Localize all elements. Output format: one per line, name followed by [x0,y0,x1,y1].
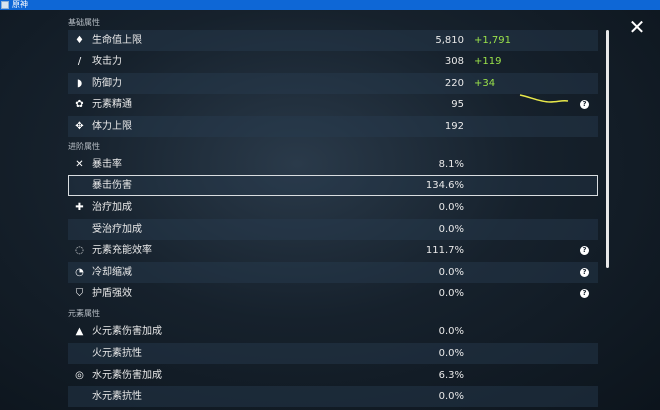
crit-rate-icon: ✕ [75,159,84,170]
window-titlebar: 原神 [0,0,660,10]
stat-row-pyro-dmg[interactable]: ▲ 火元素伤害加成 0.0% [68,321,598,342]
stat-label: 冷却缩减 [92,267,132,278]
healing-cross-icon: ✚ [75,202,84,213]
elemental-mastery-icon: ✿ [75,99,84,110]
stat-value: 0.0% [438,288,464,299]
stat-label: 护盾强效 [92,288,132,299]
stat-row-max-hp[interactable]: ♦ 生命值上限 5,810 +1,791 [68,30,598,51]
help-icon[interactable]: ? [580,289,589,298]
app-icon [1,1,9,9]
stat-label: 水元素抗性 [92,391,142,402]
stat-value: 0.0% [438,348,464,359]
stat-label: 元素充能效率 [92,245,152,256]
stat-value: 95 [451,99,464,110]
stat-value: 5,810 [435,35,464,46]
stat-label: 火元素伤害加成 [92,326,162,337]
cooldown-icon: ◔ [75,267,84,278]
help-icon[interactable]: ? [580,246,589,255]
stat-value: 0.0% [438,326,464,337]
stat-bonus: +1,791 [474,35,512,46]
shield-icon: ◗ [76,78,83,89]
close-icon[interactable]: ✕ [628,15,646,39]
stat-row-def[interactable]: ◗ 防御力 220 +34 [68,73,598,94]
scrollbar[interactable] [606,30,609,268]
stat-row-crit-dmg[interactable]: 暴击伤害 134.6% [68,175,598,196]
stat-label: 水元素伤害加成 [92,370,162,381]
stat-label: 暴击率 [92,159,122,170]
stat-label: 攻击力 [92,56,122,67]
stat-value: 6.3% [438,370,464,381]
stat-bonus: +119 [474,56,502,67]
stat-bonus: +34 [474,78,496,89]
stat-row-crit-rate[interactable]: ✕ 暴击率 8.1% [68,154,598,175]
stat-row-incoming-healing[interactable]: 受治疗加成 0.0% [68,219,598,240]
window-title: 原神 [12,0,28,9]
stat-value: 0.0% [438,202,464,213]
pyro-icon: ▲ [75,326,84,337]
stat-row-pyro-res[interactable]: 火元素抗性 0.0% [68,343,598,364]
stat-value: 220 [444,78,464,89]
stat-label: 体力上限 [92,121,132,132]
stat-row-healing-bonus[interactable]: ✚ 治疗加成 0.0% [68,197,598,218]
section-title-elemental: 元素属性 [68,309,100,318]
stat-row-shield-strength[interactable]: ⛉ 护盾强效 0.0% ? [68,283,598,304]
stat-label: 受治疗加成 [92,224,142,235]
section-title-base: 基础属性 [68,18,100,27]
stat-value: 0.0% [438,267,464,278]
stat-value: 192 [444,121,464,132]
section-title-advanced: 进阶属性 [68,142,100,151]
stat-label: 暴击伤害 [92,180,132,191]
stat-value: 0.0% [438,391,464,402]
stat-label: 元素精通 [92,99,132,110]
help-icon[interactable]: ? [580,100,589,109]
stat-label: 防御力 [92,78,122,89]
sword-icon: / [77,56,82,67]
stat-row-cd-reduction[interactable]: ◔ 冷却缩减 0.0% ? [68,262,598,283]
stat-label: 火元素抗性 [92,348,142,359]
hp-drop-icon: ♦ [75,35,84,46]
stat-value: 111.7% [425,245,464,256]
stat-value: 0.0% [438,224,464,235]
stat-label: 生命值上限 [92,35,142,46]
energy-recharge-icon: ◌ [75,245,84,256]
hydro-icon: ◎ [75,370,84,381]
stat-label: 治疗加成 [92,202,132,213]
stat-row-atk[interactable]: / 攻击力 308 +119 [68,51,598,72]
stamina-icon: ✥ [75,121,84,132]
help-icon[interactable]: ? [580,268,589,277]
stat-row-elemental-mastery[interactable]: ✿ 元素精通 95 ? [68,94,598,115]
stat-row-hydro-res[interactable]: 水元素抗性 0.0% [68,386,598,407]
stat-value: 308 [444,56,464,67]
stat-value: 134.6% [425,180,464,191]
stat-row-max-stamina[interactable]: ✥ 体力上限 192 [68,116,598,137]
yellow-annotation-line [519,94,569,103]
shield-strength-icon: ⛉ [75,288,84,299]
stat-row-energy-recharge[interactable]: ◌ 元素充能效率 111.7% ? [68,240,598,261]
stat-value: 8.1% [438,159,464,170]
stat-row-hydro-dmg[interactable]: ◎ 水元素伤害加成 6.3% [68,365,598,386]
